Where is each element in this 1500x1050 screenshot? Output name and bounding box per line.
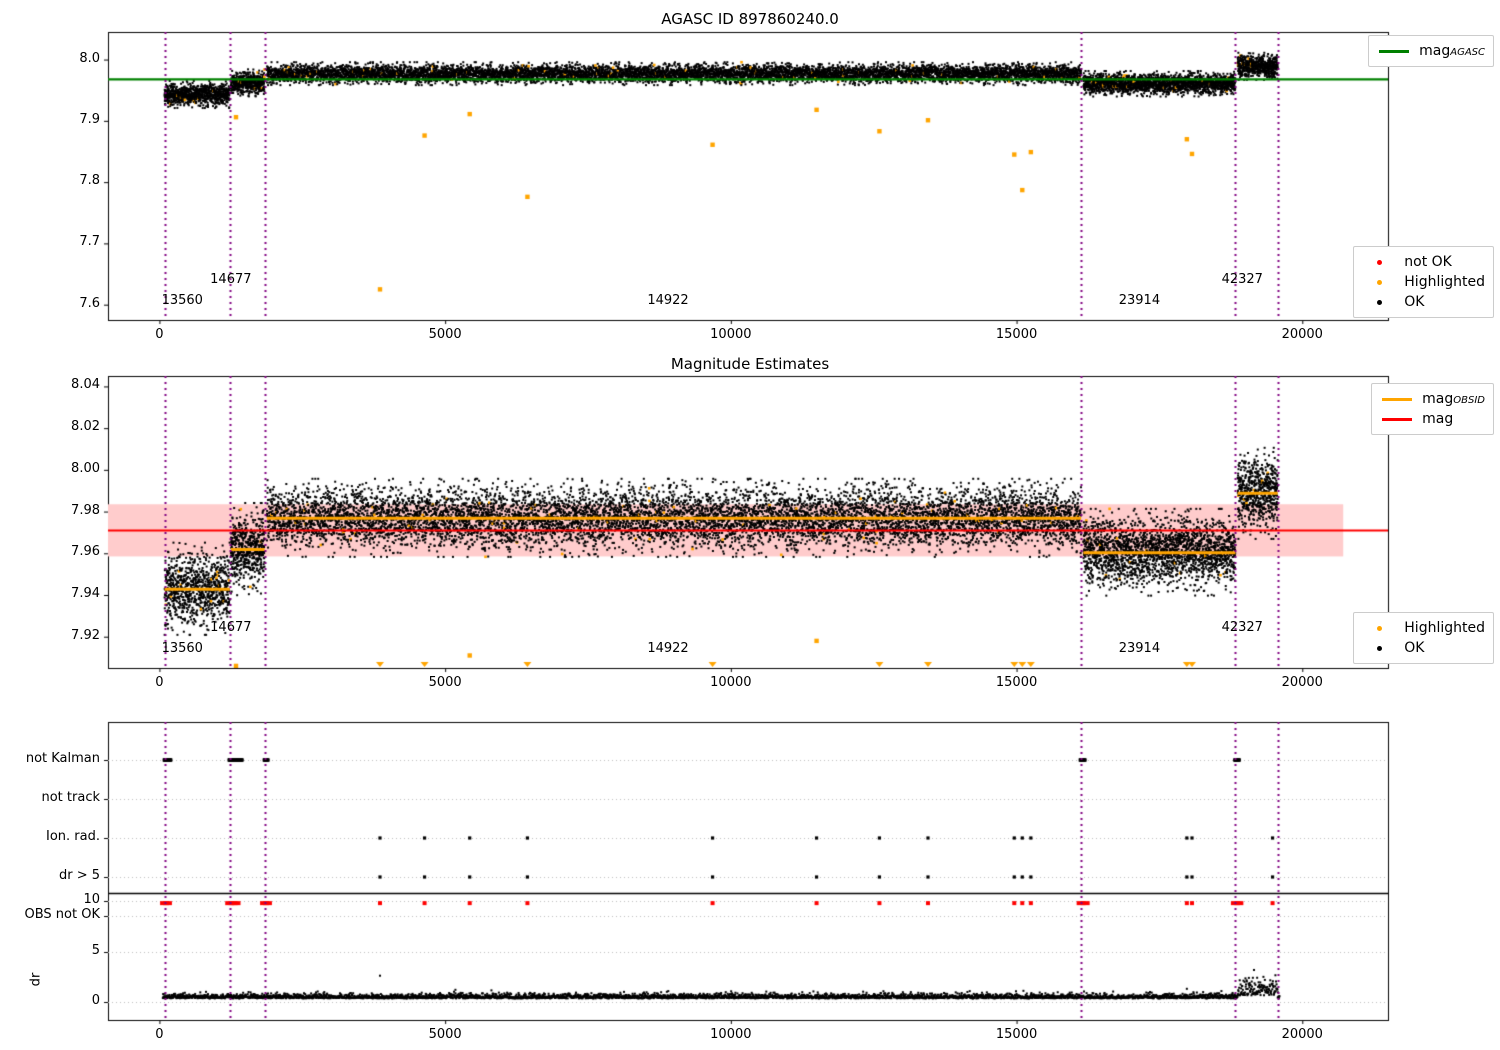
legend-label-subscript: AGASC (1450, 47, 1485, 58)
legend-entry: OK (1362, 638, 1485, 658)
swatch (1382, 417, 1413, 421)
obsid-label-14677: 14677 (210, 272, 252, 287)
swatch (1376, 645, 1382, 651)
mag-agasc-legend[interactable]: magAGASC (1368, 35, 1494, 67)
legend-line-swatch (1380, 397, 1414, 401)
legend-entry: Highlighted (1362, 272, 1485, 292)
legend-entry: magOBSID (1380, 389, 1485, 409)
obsid-label-14922: 14922 (647, 293, 689, 308)
legend-label: Highlighted (1404, 620, 1485, 636)
swatch (1376, 259, 1382, 265)
x-tick-label: 5000 (428, 1027, 462, 1042)
dr-tick-label: 10 (83, 892, 100, 908)
y-tick-label: 8.04 (71, 377, 100, 393)
x-tick-label: 0 (155, 675, 164, 690)
x-tick-label: 10000 (710, 327, 752, 342)
y-tick-label: 7.96 (71, 544, 100, 560)
dr-tick-label: 0 (91, 992, 100, 1008)
y-tick-label: 7.7 (79, 234, 100, 250)
obsid-label-14677: 14677 (210, 620, 252, 635)
x-tick-label: 20000 (1281, 327, 1323, 342)
x-tick-label: 5000 (428, 675, 462, 690)
legend-line-swatch (1377, 49, 1411, 53)
legend-line-swatch (1380, 417, 1414, 421)
panel2-title: Magnitude Estimates (670, 355, 830, 373)
x-tick-label: 10000 (710, 675, 752, 690)
legend-entry: Highlighted (1362, 618, 1485, 638)
flag-category-label: Ion. rad. (46, 829, 100, 844)
obsid-label-23914: 23914 (1118, 293, 1161, 308)
x-tick-label: 15000 (995, 675, 1038, 690)
y-tick-label: 7.9 (79, 111, 100, 127)
legend-label: magAGASC (1419, 43, 1485, 59)
y-tick-label: 7.94 (71, 586, 100, 601)
swatch (1376, 279, 1382, 285)
legend-entry: not OK (1362, 252, 1485, 272)
swatch (1376, 625, 1382, 631)
y-tick-label: 7.98 (71, 502, 100, 518)
x-tick-label: 20000 (1281, 1027, 1323, 1042)
legend-dot-swatch (1362, 259, 1396, 265)
swatch (1382, 397, 1413, 401)
legend-label: Highlighted (1404, 274, 1485, 290)
legend-entry: magAGASC (1377, 41, 1485, 61)
flag-category-label: not Kalman (25, 751, 100, 766)
x-tick-label: 0 (155, 1027, 164, 1042)
x-tick-label: 10000 (710, 1027, 752, 1042)
x-tick-label: 20000 (1281, 675, 1323, 690)
legend-label: OK (1404, 640, 1425, 656)
legend-entry: mag (1380, 409, 1485, 429)
y-tick-label: 7.6 (79, 295, 100, 311)
obsid-label-42327: 42327 (1221, 272, 1263, 287)
x-tick-label: 15000 (995, 1027, 1038, 1042)
swatch (1376, 299, 1382, 305)
legend-label: not OK (1404, 254, 1452, 270)
point-class-legend-1[interactable]: not OK Highlighted OK (1353, 246, 1494, 318)
y-tick-label: 8.02 (71, 419, 100, 435)
y-tick-label: 8.0 (79, 50, 100, 66)
x-tick-label: 0 (155, 327, 164, 342)
legend-label: mag (1422, 411, 1454, 427)
legend-label: magOBSID (1422, 391, 1485, 407)
y-tick-label: 7.8 (79, 173, 100, 189)
legend-label: OK (1404, 294, 1425, 310)
flag-category-label: dr > 5 (58, 868, 100, 883)
legend-entry: OK (1362, 292, 1485, 312)
flag-category-label: OBS not OK (24, 907, 101, 922)
legend-dot-swatch (1362, 625, 1396, 631)
obsid-label-23914: 23914 (1118, 641, 1161, 656)
obsid-label-13560: 13560 (161, 641, 203, 656)
swatch (1379, 49, 1410, 53)
dr-axis-label: dr (28, 972, 44, 987)
page-title: AGASC ID 897860240.0 (661, 10, 839, 28)
y-tick-label: 7.92 (71, 627, 100, 643)
legend-label-subscript: OBSID (1453, 395, 1485, 406)
obsid-label-13560: 13560 (161, 293, 203, 308)
x-tick-label: 5000 (428, 327, 462, 342)
legend-dot-swatch (1362, 279, 1396, 285)
flag-category-label: not track (41, 790, 100, 805)
obsid-label-14922: 14922 (647, 641, 689, 656)
legend-dot-swatch (1362, 299, 1396, 305)
point-class-legend-2[interactable]: Highlighted OK (1353, 612, 1494, 664)
x-tick-label: 15000 (995, 327, 1038, 342)
legend-dot-swatch (1362, 645, 1396, 651)
y-tick-label: 8.00 (71, 460, 100, 476)
obsid-label-42327: 42327 (1221, 620, 1263, 635)
mag-obsid-legend[interactable]: magOBSID mag (1371, 383, 1494, 435)
dr-tick-label: 5 (91, 942, 100, 958)
